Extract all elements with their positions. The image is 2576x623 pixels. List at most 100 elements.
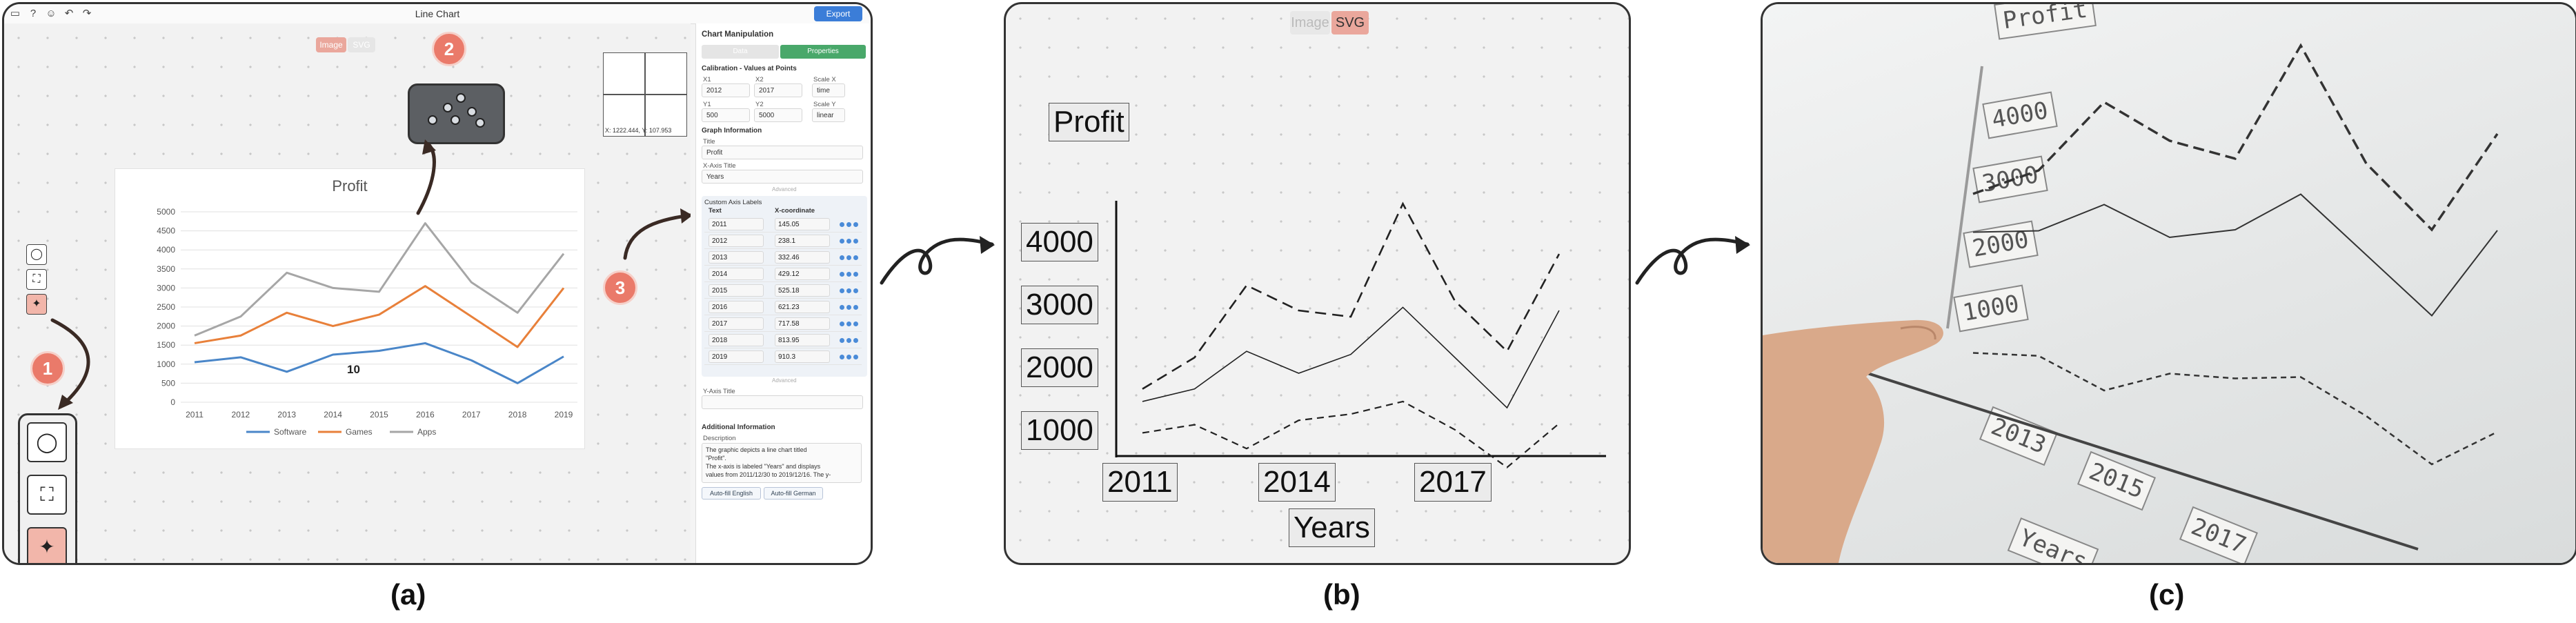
help-icon[interactable]: ? — [30, 8, 37, 19]
edit-dot-icon[interactable] — [840, 338, 844, 343]
image-toggle-b[interactable]: Image — [1290, 11, 1330, 34]
circle-tool-icon[interactable]: ◯ — [26, 244, 47, 265]
redo-icon[interactable]: ↷ — [82, 8, 92, 19]
delete-dot-icon[interactable] — [853, 305, 858, 310]
label-text-field[interactable]: 2011 — [709, 218, 764, 230]
xaxis-title-field[interactable]: Years — [702, 170, 863, 184]
select-points-tool-icon[interactable]: ⛶ — [26, 269, 47, 290]
label-x-field[interactable]: 332.46 — [775, 251, 830, 264]
edit-dot-icon[interactable] — [840, 355, 844, 359]
scale-x-select[interactable]: time — [812, 83, 845, 97]
chart-image[interactable]: Profit 0 500 1000 1500 2000 2500 3000 3500 4000 4… — [115, 168, 585, 449]
undo-icon[interactable]: ↶ — [64, 8, 74, 19]
edit-dot-icon[interactable] — [840, 288, 844, 293]
yaxis-title-field[interactable] — [702, 395, 863, 409]
locate-dot-icon[interactable] — [846, 288, 851, 293]
accessibility-icon[interactable]: ☺ — [46, 8, 57, 19]
minimap[interactable]: X: 1222.444, Y: 107.953 — [603, 52, 687, 137]
coordinate-readout: X: 1222.444, Y: 107.953 — [605, 127, 672, 134]
label-text-field[interactable]: 2019 — [709, 350, 764, 363]
y-tick-label: 2000 — [1021, 348, 1098, 387]
label-text-field[interactable]: 2014 — [709, 268, 764, 280]
tactile-series-software — [1142, 400, 1560, 468]
graph-info-heading: Graph Information — [702, 127, 762, 135]
tab-data[interactable]: Data — [702, 45, 779, 59]
locate-dot-icon[interactable] — [846, 272, 851, 277]
circle-tool-icon-large[interactable]: ◯ — [27, 422, 67, 462]
edit-dot-icon[interactable] — [840, 255, 844, 260]
label-x-field[interactable]: 238.1 — [775, 235, 830, 247]
x1-field[interactable]: 2012 — [702, 83, 750, 97]
chart-manipulation-heading: Chart Manipulation — [702, 30, 774, 39]
label-x-field[interactable]: 813.95 — [775, 334, 830, 346]
svg-toggle[interactable]: SVG — [348, 37, 375, 52]
x1-label: X1 — [703, 76, 711, 83]
custom-label-row: 2014 429.12 — [704, 266, 862, 282]
label-text-field[interactable]: 2018 — [709, 334, 764, 346]
label-x-field[interactable]: 525.18 — [775, 284, 830, 297]
advanced-toggle-2[interactable]: Advanced — [772, 377, 797, 384]
autofill-german-button[interactable]: Auto-fill German — [764, 487, 823, 500]
edit-dot-icon[interactable] — [840, 222, 844, 227]
label-x-field[interactable]: 145.05 — [775, 218, 830, 230]
scale-y-select[interactable]: linear — [812, 108, 845, 122]
svg-toggle-b[interactable]: SVG — [1331, 11, 1369, 34]
locate-dot-icon[interactable] — [846, 222, 851, 227]
delete-dot-icon[interactable] — [853, 338, 858, 343]
edit-dot-icon[interactable] — [840, 239, 844, 244]
image-toggle[interactable]: Image — [316, 37, 346, 52]
window-title: Line Chart — [415, 8, 460, 19]
locate-dot-icon[interactable] — [846, 239, 851, 244]
editor-app-panel: ▭ ? ☺ ↶ ↷ Line Chart Export Image SVG 2 … — [2, 2, 873, 565]
chart-title-label: Profit — [1049, 103, 1129, 141]
series-line-software — [194, 342, 564, 384]
label-x-field[interactable]: 910.3 — [775, 350, 830, 363]
custom-label-row: 2015 525.18 — [704, 283, 862, 299]
delete-dot-icon[interactable] — [853, 322, 858, 326]
magic-wand-tool-icon-large[interactable]: ✦ — [27, 527, 67, 563]
label-x-field[interactable]: 621.23 — [775, 301, 830, 313]
y-tick-label: 2000 — [157, 322, 175, 331]
label-text-field[interactable]: 2012 — [709, 235, 764, 247]
description-label: Description — [703, 435, 736, 442]
label-text-field[interactable]: 2016 — [709, 301, 764, 313]
delete-dot-icon[interactable] — [853, 239, 858, 244]
edit-dot-icon[interactable] — [840, 272, 844, 277]
locate-dot-icon[interactable] — [846, 355, 851, 359]
x2-field[interactable]: 2017 — [754, 83, 802, 97]
canvas-area[interactable]: Image SVG 2 X: 1222.444, Y: 107.953 Prof… — [4, 23, 691, 563]
y-tick-label: 4000 — [157, 245, 175, 255]
description-textarea[interactable]: The graphic depicts a line chart titled … — [702, 443, 862, 483]
label-text-field[interactable]: 2017 — [709, 317, 764, 330]
select-points-tool-icon-large[interactable]: ⛶ — [27, 475, 67, 515]
label-x-field[interactable]: 717.58 — [775, 317, 830, 330]
tab-properties[interactable]: Properties — [780, 45, 866, 59]
yaxis-title-label: Y-Axis Title — [703, 388, 735, 395]
locate-dot-icon[interactable] — [846, 305, 851, 310]
edit-dot-icon[interactable] — [840, 305, 844, 310]
locate-dot-icon[interactable] — [846, 322, 851, 326]
y2-field[interactable]: 5000 — [754, 108, 802, 122]
delete-dot-icon[interactable] — [853, 222, 858, 227]
delete-dot-icon[interactable] — [853, 272, 858, 277]
magic-wand-tool-icon[interactable]: ✦ — [26, 294, 47, 315]
y1-field[interactable]: 500 — [702, 108, 750, 122]
delete-dot-icon[interactable] — [853, 288, 858, 293]
delete-dot-icon[interactable] — [853, 355, 858, 359]
export-button[interactable]: Export — [814, 6, 862, 21]
label-text-field[interactable]: 2015 — [709, 284, 764, 297]
label-x-field[interactable]: 429.12 — [775, 268, 830, 280]
open-file-icon[interactable]: ▭ — [10, 8, 21, 19]
edit-dot-icon[interactable] — [840, 322, 844, 326]
delete-dot-icon[interactable] — [853, 255, 858, 260]
locate-dot-icon[interactable] — [846, 338, 851, 343]
label-text-field[interactable]: 2013 — [709, 251, 764, 264]
title-field[interactable]: Profit — [702, 146, 863, 159]
custom-label-row: 2017 717.58 — [704, 316, 862, 332]
properties-panel: Chart Manipulation Data Properties Calib… — [695, 23, 871, 563]
advanced-toggle-1[interactable]: Advanced — [772, 186, 797, 192]
title-label: Title — [703, 138, 715, 146]
custom-label-row: 2019 910.3 — [704, 349, 862, 365]
locate-dot-icon[interactable] — [846, 255, 851, 260]
autofill-english-button[interactable]: Auto-fill English — [702, 487, 761, 500]
